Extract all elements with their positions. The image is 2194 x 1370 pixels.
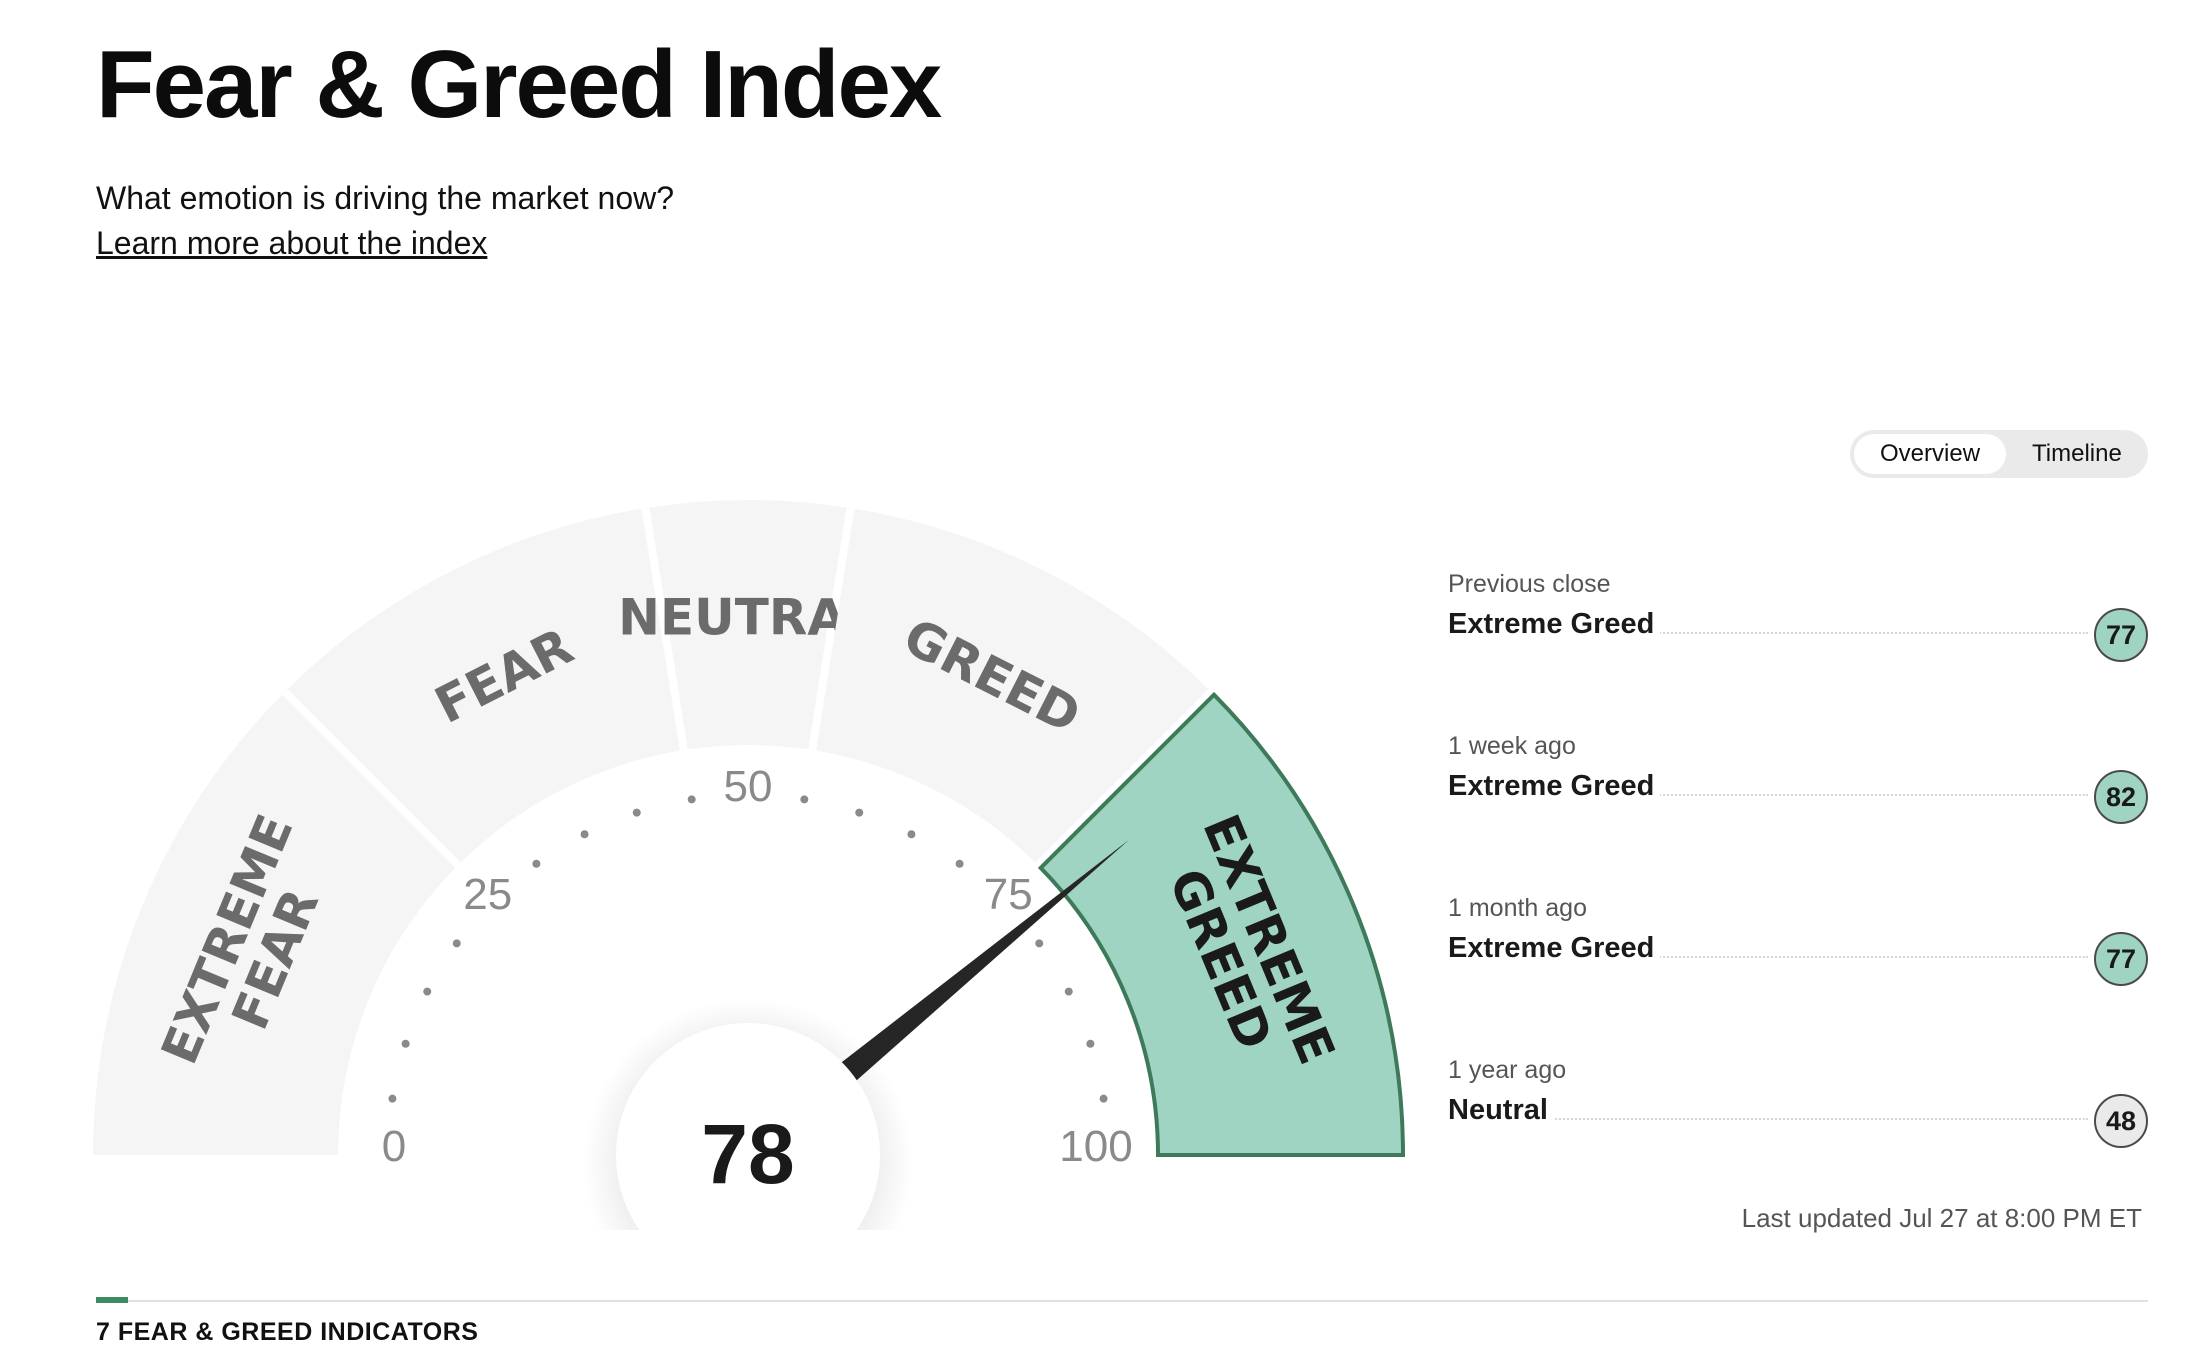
- gauge-zone-greed: [816, 508, 1209, 863]
- gauge-tick-dot: [1064, 987, 1073, 996]
- history-period: Previous close: [1448, 570, 1611, 598]
- gauge-tick-dot: [532, 859, 541, 868]
- gauge-tick-dot: [855, 808, 864, 817]
- gauge-tick-dot: [632, 808, 641, 817]
- gauge-tick-dot: [452, 939, 461, 948]
- gauge-tick-dot: [1035, 939, 1044, 948]
- dotted-leader: [1456, 794, 2088, 796]
- indicators-heading: 7 FEAR & GREED INDICATORS: [96, 1318, 479, 1346]
- history-period: 1 week ago: [1448, 732, 1576, 760]
- history-list: Previous close Extreme Greed 77 1 week a…: [1448, 570, 2148, 1218]
- gauge-tick-dot: [401, 1039, 410, 1048]
- history-score-badge: 82: [2094, 770, 2148, 824]
- section-divider-accent: [96, 1297, 128, 1303]
- dotted-leader: [1456, 632, 2088, 634]
- history-period: 1 year ago: [1448, 1056, 1567, 1084]
- history-row-1-month-ago: 1 month ago Extreme Greed 77: [1448, 894, 2148, 1056]
- history-score-badge: 77: [2094, 932, 2148, 986]
- gauge-hub: [616, 1023, 880, 1230]
- history-period: 1 month ago: [1448, 894, 1587, 922]
- history-rating: Extreme Greed: [1448, 932, 1661, 965]
- last-updated-timestamp: Last updated Jul 27 at 8:00 PM ET: [1741, 1203, 2142, 1233]
- dotted-leader: [1456, 956, 2088, 958]
- learn-more-link[interactable]: Learn more about the index: [96, 225, 488, 261]
- gauge-tick-dot: [388, 1094, 397, 1103]
- history-rating: Extreme Greed: [1448, 608, 1661, 641]
- gauge-tick-dot: [580, 830, 589, 839]
- view-toggle: Overview Timeline: [1850, 430, 2148, 478]
- timeline-tab[interactable]: Timeline: [2006, 434, 2148, 474]
- history-score-badge: 48: [2094, 1094, 2148, 1148]
- section-divider: [96, 1300, 2148, 1302]
- history-rating: Extreme Greed: [1448, 770, 1661, 803]
- history-score-badge: 77: [2094, 608, 2148, 662]
- gauge-value: 78: [701, 1107, 794, 1201]
- gauge-tick-dot: [1086, 1039, 1095, 1048]
- gauge-tick-dot: [955, 859, 964, 868]
- gauge-tick-label: 75: [984, 870, 1033, 919]
- history-row-previous-close: Previous close Extreme Greed 77: [1448, 570, 2148, 732]
- gauge-tick-dot: [687, 795, 696, 804]
- gauge-tick-label: 100: [1059, 1122, 1132, 1171]
- gauge-tick-label: 25: [463, 870, 512, 919]
- gauge-zone-extreme-fear: [93, 694, 456, 1155]
- dotted-leader: [1456, 1118, 2088, 1120]
- history-row-1-year-ago: 1 year ago Neutral 48: [1448, 1056, 2148, 1218]
- gauge-tick-dot: [800, 795, 809, 804]
- history-row-1-week-ago: 1 week ago Extreme Greed 82: [1448, 732, 2148, 894]
- gauge-zone-neutral: [649, 500, 847, 750]
- gauge-tick-dot: [907, 830, 916, 839]
- gauge-tick-label: 50: [724, 762, 773, 811]
- gauge-tick-dot: [423, 987, 432, 996]
- page-subtitle: What emotion is driving the market now?: [96, 180, 675, 216]
- gauge-zone-extreme-greed: [1037, 691, 1406, 1157]
- page-title: Fear & Greed Index: [96, 31, 942, 138]
- history-rating: Neutral: [1448, 1094, 1554, 1127]
- gauge-tick-dot: [1099, 1094, 1108, 1103]
- gauge-tick-label: 0: [382, 1122, 406, 1171]
- overview-tab[interactable]: Overview: [1854, 434, 2007, 474]
- gauge-zone-fear: [287, 508, 680, 863]
